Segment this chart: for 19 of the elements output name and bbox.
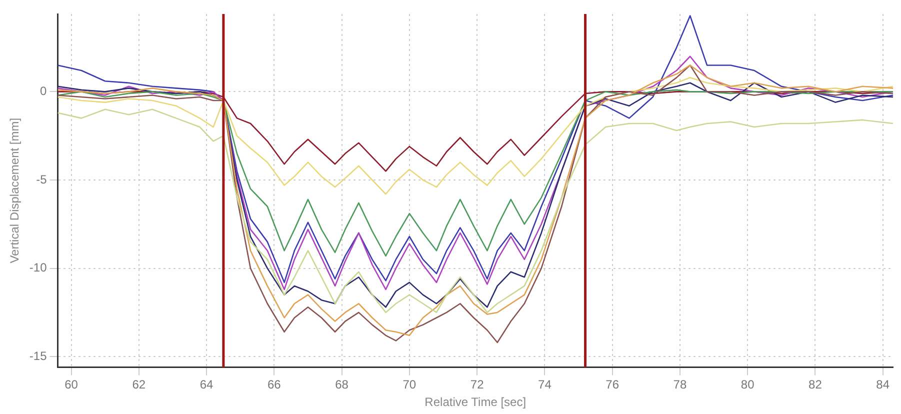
x-tick-label: 74 (538, 378, 552, 392)
x-tick-label: 64 (200, 378, 214, 392)
x-tick-label: 80 (740, 378, 755, 392)
x-tick-label: 72 (470, 378, 484, 392)
x-tick-label: 84 (876, 378, 890, 392)
x-tick-label: 68 (335, 378, 349, 392)
x-tick-label: 78 (673, 378, 687, 392)
x-tick-label: 62 (132, 378, 146, 392)
y-tick-label: -10 (29, 260, 48, 275)
y-tick-label: -5 (36, 172, 48, 186)
x-tick-label: 82 (808, 378, 822, 392)
y-tick-label: -15 (29, 348, 48, 363)
x-tick-label: 70 (402, 378, 416, 392)
x-tick-label: 66 (267, 378, 282, 392)
y-axis-title: Vertical Displacement [mm] (8, 118, 22, 264)
x-axis-title: Relative Time [sec] (424, 395, 526, 410)
x-tick-label: 60 (64, 378, 78, 392)
x-tick-label: 76 (606, 378, 620, 392)
y-tick-label: 0 (40, 84, 48, 98)
